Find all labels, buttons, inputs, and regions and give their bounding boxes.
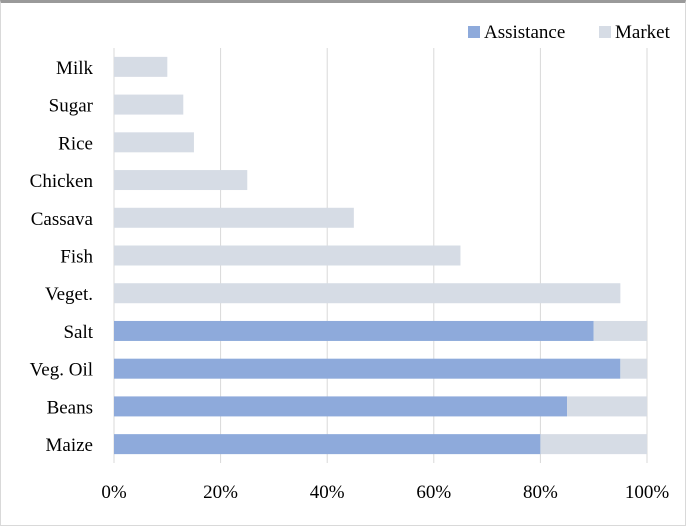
bar-market-cassava <box>114 207 354 228</box>
bar-assistance-veg-oil <box>114 358 621 379</box>
category-label-8: Rice <box>58 133 93 154</box>
category-labels: Maize Beans Veg. Oil Salt Veget. Fish Cassava C… <box>30 58 94 456</box>
x-tick-label-3: 60% <box>416 482 451 503</box>
bars <box>114 56 647 455</box>
category-label-10: Milk <box>56 58 93 79</box>
category-label-5: Fish <box>60 247 93 268</box>
x-tick-label-5: 100% <box>625 482 670 503</box>
legend-swatch-market <box>599 26 611 38</box>
x-tick-label-1: 20% <box>203 482 238 503</box>
bar-assistance-beans <box>114 396 568 417</box>
category-label-6: Cassava <box>31 209 94 230</box>
bar-chart: Maize Beans Veg. Oil Salt Veget. Fish Cassava C… <box>30 22 671 503</box>
bar-market-rice <box>114 132 194 153</box>
x-tick-labels: 0% 20% 40% 60% 80% 100% <box>101 482 669 503</box>
legend: Assistance Market <box>468 22 671 43</box>
bar-market-maize <box>540 434 647 455</box>
legend-label-market: Market <box>615 22 671 43</box>
x-tick-label-2: 40% <box>310 482 345 503</box>
bar-market-chicken <box>114 170 248 191</box>
x-tick-label-0: 0% <box>101 482 127 503</box>
bar-market-salt <box>593 320 647 341</box>
bar-market-sugar <box>114 94 184 115</box>
category-label-0: Maize <box>46 435 93 456</box>
bar-market-milk <box>114 56 168 77</box>
category-label-9: Sugar <box>49 96 94 117</box>
category-label-4: Veget. <box>45 284 93 305</box>
bar-market-veget- <box>114 283 621 304</box>
category-label-7: Chicken <box>30 171 94 192</box>
bar-assistance-salt <box>114 320 594 341</box>
category-label-2: Veg. Oil <box>30 360 93 381</box>
bar-market-fish <box>114 245 461 266</box>
category-label-3: Salt <box>63 322 93 343</box>
x-tick-label-4: 80% <box>523 482 558 503</box>
legend-label-assistance: Assistance <box>484 22 565 43</box>
legend-swatch-assistance <box>468 26 480 38</box>
bar-assistance-maize <box>114 434 541 455</box>
bar-market-veg-oil <box>620 358 647 379</box>
category-label-1: Beans <box>47 397 93 418</box>
bar-market-beans <box>567 396 647 417</box>
